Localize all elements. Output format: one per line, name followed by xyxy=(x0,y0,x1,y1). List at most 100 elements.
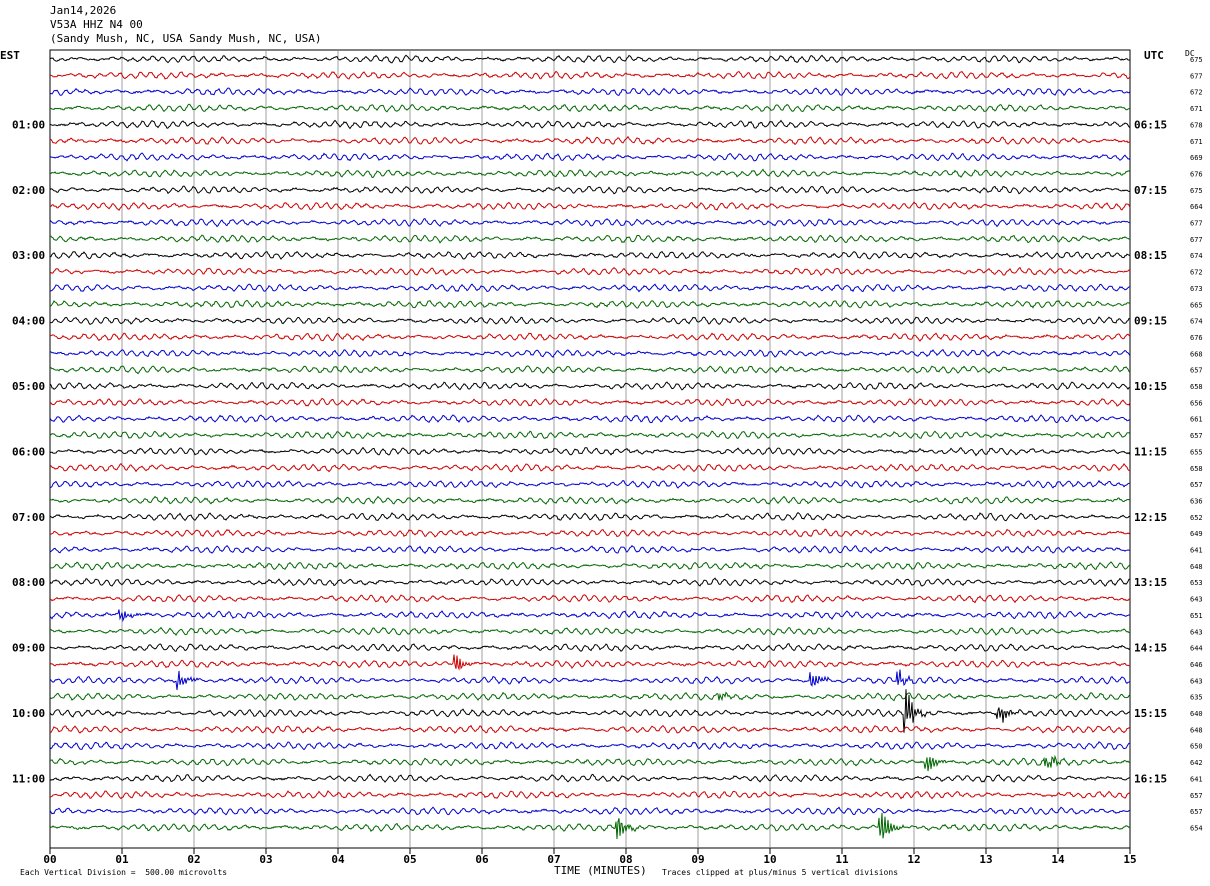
trace-row-40 xyxy=(49,689,1131,733)
x-tick-label: 09 xyxy=(691,853,704,866)
trace-row-28 xyxy=(49,512,1131,522)
dc-offset-label: 657 xyxy=(1190,808,1203,816)
trace-row-1 xyxy=(50,70,1131,80)
trace-row-36 xyxy=(49,643,1131,652)
trace-row-32 xyxy=(49,577,1130,587)
est-hour-label: 06:00 xyxy=(12,445,45,458)
dc-offset-label: 650 xyxy=(1190,743,1203,751)
x-tick-label: 00 xyxy=(43,853,56,866)
x-tick-label: 05 xyxy=(403,853,416,866)
trace-row-6 xyxy=(49,152,1131,162)
trace-row-19 xyxy=(49,365,1131,375)
x-tick-label: 15 xyxy=(1123,853,1136,866)
x-tick-label: 12 xyxy=(907,853,920,866)
dc-offset-label: 674 xyxy=(1190,252,1203,260)
trace-row-17 xyxy=(49,332,1131,342)
dc-offset-label: 657 xyxy=(1190,792,1203,800)
trace-row-5 xyxy=(49,135,1131,146)
trace-row-7 xyxy=(49,168,1131,179)
x-tick-label: 08 xyxy=(619,853,632,866)
trace-row-21 xyxy=(49,397,1131,407)
trace-row-37 xyxy=(49,654,1131,671)
dc-offset-label: 677 xyxy=(1190,236,1203,244)
dc-column-label: DC xyxy=(1185,49,1195,58)
x-tick-label: 06 xyxy=(475,853,489,866)
trace-row-38 xyxy=(49,669,1131,691)
dc-offset-label: 675 xyxy=(1190,187,1203,195)
trace-row-24 xyxy=(49,446,1131,457)
est-hour-label: 10:00 xyxy=(12,707,45,720)
dc-offset-label: 651 xyxy=(1190,612,1203,620)
dc-offset-label: 671 xyxy=(1190,138,1203,146)
trace-row-27 xyxy=(49,495,1131,505)
est-hour-label: 08:00 xyxy=(12,576,45,589)
dc-offset-label: 668 xyxy=(1190,350,1203,358)
dc-offset-label: 675 xyxy=(1190,56,1203,64)
plot-frame xyxy=(49,49,1131,849)
trace-row-0 xyxy=(49,54,1131,64)
clip-note: Traces clipped at plus/minus 5 vertical … xyxy=(662,868,899,877)
trace-row-3 xyxy=(49,103,1131,113)
scale-note: Each Vertical Division = 500.00 microvol… xyxy=(20,868,228,877)
dc-offset-label: 640 xyxy=(1190,710,1203,718)
trace-row-47 xyxy=(49,812,1131,840)
trace-row-16 xyxy=(49,316,1131,326)
utc-hour-label: 15:15 xyxy=(1134,707,1167,720)
utc-hour-label: 12:15 xyxy=(1134,511,1167,524)
station-location: (Sandy Mush, NC, USA Sandy Mush, NC, USA… xyxy=(50,32,322,45)
dc-offset-label: 678 xyxy=(1190,121,1203,129)
left-timezone-label: EST xyxy=(0,49,20,62)
x-tick-label: 11 xyxy=(835,853,849,866)
x-tick-label: 07 xyxy=(547,853,560,866)
dc-offset-label: 654 xyxy=(1190,824,1203,832)
trace-row-44 xyxy=(49,773,1131,783)
est-hour-label: 11:00 xyxy=(12,772,45,785)
est-hour-label: 09:00 xyxy=(12,642,45,655)
dc-offset-label: 643 xyxy=(1190,596,1203,604)
dc-offset-label: 657 xyxy=(1190,367,1203,375)
dc-offset-label: 652 xyxy=(1190,514,1203,522)
trace-row-43 xyxy=(49,754,1131,772)
trace-row-29 xyxy=(49,528,1131,538)
dc-offset-label: 644 xyxy=(1190,645,1203,653)
utc-hour-label: 14:15 xyxy=(1134,642,1167,655)
trace-row-46 xyxy=(49,806,1131,816)
dc-offset-label: 641 xyxy=(1190,547,1203,555)
dc-offset-label: 657 xyxy=(1190,432,1203,440)
trace-row-12 xyxy=(49,251,1131,260)
dc-offset-label: 641 xyxy=(1190,775,1203,783)
x-tick-label: 13 xyxy=(979,853,992,866)
dc-offset-label: 674 xyxy=(1190,318,1203,326)
dc-offset-label: 676 xyxy=(1190,170,1203,178)
dc-offset-label: 665 xyxy=(1190,301,1203,309)
dc-offset-label: 648 xyxy=(1190,563,1203,571)
dc-offset-label: 664 xyxy=(1190,203,1203,211)
trace-row-34 xyxy=(49,609,1131,623)
trace-row-31 xyxy=(49,561,1131,571)
trace-row-13 xyxy=(49,266,1131,277)
utc-hour-label: 07:15 xyxy=(1134,184,1167,197)
dc-offset-label: 676 xyxy=(1190,334,1203,342)
trace-row-33 xyxy=(49,594,1131,604)
trace-row-35 xyxy=(50,626,1131,637)
dc-offset-label: 636 xyxy=(1190,497,1203,505)
trace-row-30 xyxy=(49,544,1131,555)
trace-row-41 xyxy=(49,724,1131,734)
utc-hour-label: 08:15 xyxy=(1134,249,1167,262)
dc-offset-label: 677 xyxy=(1190,220,1203,228)
trace-row-14 xyxy=(49,283,1131,293)
right-timezone-label: UTC xyxy=(1144,49,1164,62)
utc-hour-label: 10:15 xyxy=(1134,380,1167,393)
trace-row-26 xyxy=(49,479,1131,489)
trace-row-8 xyxy=(49,185,1131,195)
trace-row-42 xyxy=(49,741,1131,751)
dc-offset-label: 669 xyxy=(1190,154,1203,162)
dc-offset-label: 649 xyxy=(1190,530,1203,538)
trace-row-22 xyxy=(49,414,1131,424)
dc-offset-label: 642 xyxy=(1190,759,1203,767)
x-tick-label: 04 xyxy=(331,853,345,866)
dc-offset-label: 677 xyxy=(1190,72,1203,80)
dc-offset-label: 648 xyxy=(1190,726,1203,734)
dc-offset-label: 643 xyxy=(1190,628,1203,636)
